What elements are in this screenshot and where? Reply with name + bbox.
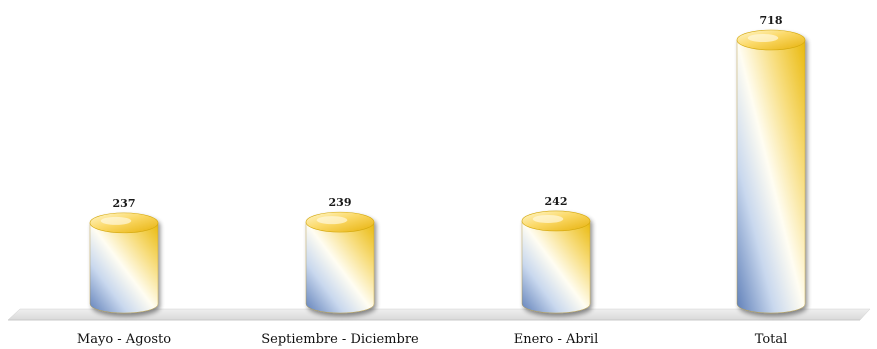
bar-body [736, 39, 806, 314]
category-label-2: Enero - Abril [514, 332, 599, 347]
category-label-3: Total [755, 332, 788, 347]
bar-septiembre-diciembre [305, 211, 375, 314]
labels-layer: 237 Mayo - Agosto 239 Septiembre - Diciembr… [77, 14, 787, 347]
bar-cap-highlight [100, 216, 132, 225]
bars-layer [89, 29, 806, 314]
bar-cap-highlight [532, 214, 564, 223]
bar-body [305, 221, 375, 314]
bar-mayo-agosto [89, 212, 159, 314]
bar-body [521, 220, 591, 314]
bar-total [736, 29, 806, 314]
bar-cap-highlight [747, 34, 779, 42]
category-label-0: Mayo - Agosto [77, 332, 171, 347]
bar-cap-highlight [316, 216, 348, 225]
data-label-1: 239 [329, 196, 352, 209]
bar-enero-abril [521, 210, 591, 314]
category-label-1: Septiembre - Diciembre [261, 332, 419, 347]
bar-body [89, 222, 159, 314]
data-label-3: 718 [760, 14, 783, 27]
data-label-2: 242 [545, 195, 568, 208]
data-label-0: 237 [113, 197, 136, 210]
